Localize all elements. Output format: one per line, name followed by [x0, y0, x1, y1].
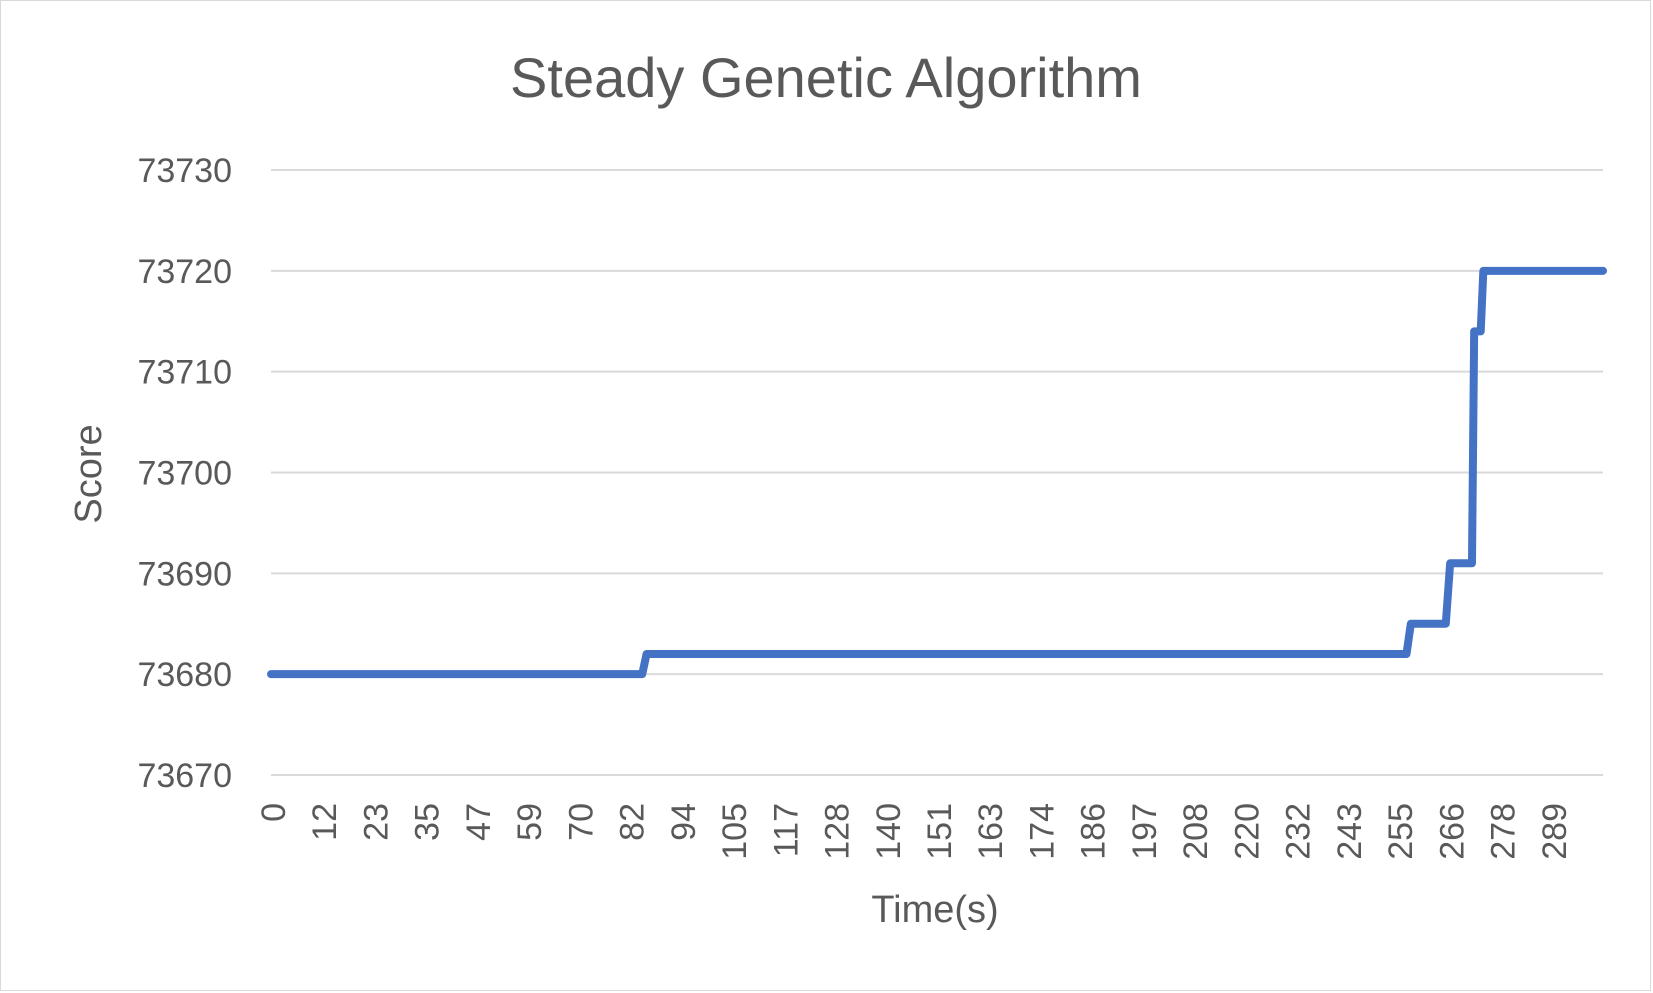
x-tick-label: 197 [1126, 803, 1164, 860]
x-tick-label: 128 [819, 803, 857, 860]
x-tick-label: 243 [1331, 803, 1369, 860]
x-tick-label: 278 [1485, 803, 1523, 860]
y-axis-title: Score [68, 424, 110, 523]
y-axis-tick-labels: 73730 73720 73710 73700 73690 73680 73670 [137, 152, 232, 795]
series-line [267, 266, 1607, 679]
y-tick-label: 73700 [137, 455, 232, 493]
x-tick-label: 105 [716, 803, 754, 860]
y-tick-label: 73720 [137, 253, 232, 291]
y-tick-label: 73730 [137, 152, 232, 190]
x-tick-label: 289 [1536, 803, 1574, 860]
y-tick-label: 73690 [137, 555, 232, 593]
x-tick-label: 255 [1382, 803, 1420, 860]
x-tick-label: 35 [409, 803, 447, 841]
x-tick-label: 47 [460, 803, 498, 841]
chart-title: Steady Genetic Algorithm [510, 46, 1142, 109]
x-axis-tick-labels: 0 12 23 35 47 59 70 82 94 105 117 128 140 151 163 174 18… [255, 803, 1574, 860]
x-tick-label: 23 [357, 803, 395, 841]
x-tick-label: 82 [614, 803, 652, 841]
x-tick-label: 208 [1177, 803, 1215, 860]
x-tick-label: 186 [1075, 803, 1113, 860]
y-tick-label: 73680 [137, 656, 232, 694]
x-tick-label: 220 [1228, 803, 1266, 860]
x-tick-label: 151 [921, 803, 959, 860]
x-tick-label: 0 [255, 803, 293, 822]
series-layer [267, 266, 1607, 679]
y-tick-label: 73670 [137, 757, 232, 795]
x-tick-label: 140 [870, 803, 908, 860]
x-tick-label: 59 [511, 803, 549, 841]
x-tick-label: 163 [972, 803, 1010, 860]
x-tick-label: 174 [1023, 803, 1061, 860]
x-tick-label: 266 [1433, 803, 1471, 860]
x-tick-label: 70 [562, 803, 600, 841]
y-tick-label: 73710 [137, 354, 232, 392]
grid-lines [271, 169, 1603, 776]
x-axis-title: Time(s) [871, 889, 998, 931]
x-tick-label: 94 [665, 803, 703, 841]
x-tick-label: 117 [767, 803, 805, 857]
x-tick-label: 232 [1280, 803, 1318, 860]
x-tick-label: 12 [306, 803, 344, 841]
